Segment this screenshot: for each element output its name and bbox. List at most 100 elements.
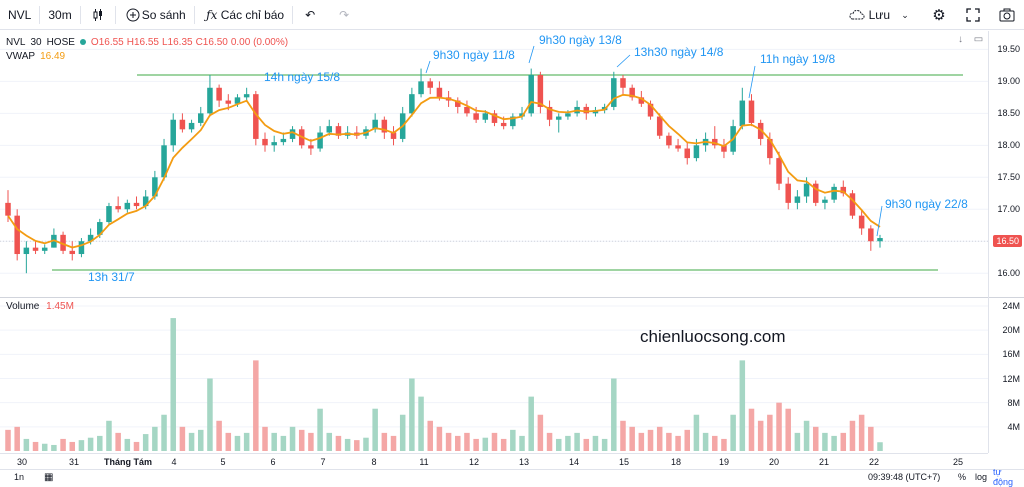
annotation-31-7[interactable]: 13h 31/7 (88, 270, 135, 284)
collapse-icon[interactable]: ▭ (973, 34, 984, 45)
candle-body (831, 186, 837, 200)
volume-bar (170, 318, 176, 451)
candle-body (198, 113, 204, 123)
time-axis-label: 18 (670, 457, 682, 467)
annotation-19-8[interactable]: 11h ngày 19/8 (760, 52, 836, 66)
volume-bar (97, 435, 103, 451)
volume-bar (785, 408, 791, 451)
arrow-down-icon[interactable]: ↓ (958, 34, 963, 45)
candle-body (317, 132, 323, 149)
volume-bar (491, 432, 498, 451)
interval-selector[interactable]: 30m (40, 0, 79, 30)
symbol-selector[interactable]: NVL (0, 0, 39, 30)
annotation-14-8[interactable]: 13h30 ngày 14/8 (634, 45, 724, 59)
candle-body (712, 138, 718, 146)
legend-vwap-row[interactable]: VWAP 16.49 (6, 49, 293, 63)
price-axis-label: 19.50 (997, 44, 1020, 55)
candle-body (161, 145, 167, 178)
volume-axis-label: 20M (1002, 325, 1020, 336)
candle-body (675, 145, 681, 149)
undo-button[interactable]: ↶ (293, 0, 327, 30)
candle-body (868, 228, 874, 242)
volume-bar (445, 432, 452, 451)
time-axis-label: 7 (320, 457, 326, 467)
price-axis-label: 19.00 (997, 76, 1020, 87)
chart-type-button[interactable] (81, 0, 115, 30)
volume-bar (23, 438, 30, 451)
volume-bar (381, 432, 388, 451)
screenshot-button[interactable] (990, 0, 1024, 30)
volume-bar (271, 432, 277, 451)
log-toggle[interactable]: log (975, 472, 988, 482)
annotation-13-8[interactable]: 9h30 ngày 13/8 (539, 33, 622, 47)
current-price-badge: 16.50 (993, 235, 1022, 248)
settings-button[interactable]: ⚙ (922, 0, 956, 30)
pane-divider[interactable] (0, 297, 1024, 298)
volume-bar (684, 429, 690, 451)
candle-body (106, 206, 112, 223)
pane-controls: ↓ ▭ (958, 34, 983, 45)
volume-bar (611, 378, 617, 451)
price-axis[interactable]: 19.50 19.00 18.50 18.00 17.50 17.00 16.50 16.00… (988, 31, 1024, 453)
annotation-pointer (425, 60, 431, 74)
volume-legend[interactable]: Volume 1.45M (6, 301, 74, 312)
candle-body (794, 196, 801, 203)
volume-bar (188, 432, 195, 451)
save-button[interactable]: Lưu ⌄ (840, 0, 922, 30)
annotation-15-8[interactable]: 14h ngày 15/8 (264, 70, 341, 84)
candle-body (629, 87, 635, 98)
volume-bar (574, 432, 580, 451)
time-axis-label: 8 (371, 457, 377, 467)
volume-bar (739, 360, 746, 451)
volume-axis-label: 4M (1007, 421, 1020, 432)
candle-body (546, 106, 553, 120)
cloud-icon (848, 6, 866, 24)
volume-bar (730, 414, 736, 451)
time-axis-label: 30 (16, 457, 28, 467)
price-chart[interactable] (0, 31, 988, 453)
time-axis-label: 12 (468, 457, 480, 467)
volume-bar (32, 441, 39, 451)
time-axis-label: 14 (568, 457, 580, 467)
volume-bar (555, 438, 562, 451)
price-axis-label: 18.00 (997, 140, 1020, 151)
auto-toggle[interactable]: tự động (993, 467, 1014, 487)
volume-bar (638, 432, 645, 451)
candle-body (280, 138, 287, 143)
volume-bar (583, 438, 590, 451)
indicators-label: Các chỉ báo (220, 7, 285, 22)
candle-body (271, 142, 277, 146)
candle-body (436, 87, 443, 98)
volume-bar (510, 429, 516, 451)
percent-toggle[interactable]: % (958, 472, 967, 482)
candle-body (877, 238, 883, 242)
indicators-button[interactable]: ƒx Các chỉ báo (195, 0, 292, 30)
candle-body (115, 206, 121, 210)
calendar-icon[interactable]: ▦ (44, 471, 54, 483)
candle-body (555, 116, 562, 120)
candle-body (97, 222, 103, 235)
volume-bar (326, 432, 333, 451)
candle-body (170, 119, 176, 146)
candle-body (620, 78, 626, 88)
volume-label: Volume (6, 301, 40, 312)
time-axis-label: 22 (868, 457, 880, 467)
volume-bar (868, 426, 874, 451)
annotation-11-8[interactable]: 9h30 ngày 11/8 (433, 48, 515, 62)
redo-icon: ↷ (339, 7, 350, 22)
candle-body (326, 126, 333, 133)
candle-body (41, 247, 48, 251)
fullscreen-button[interactable] (956, 0, 990, 30)
candle-body (390, 132, 397, 139)
range-button[interactable]: 1n (14, 472, 25, 482)
time-axis[interactable]: 30 31 Tháng Tám 4 5 6 7 8 11 12 13 14 15 18 19 20 21 22 25 (0, 453, 988, 469)
annotation-22-8[interactable]: 9h30 ngày 22/8 (885, 197, 968, 211)
plus-circle-icon (124, 6, 142, 24)
redo-button[interactable]: ↷ (327, 0, 361, 30)
compare-button[interactable]: So sánh (116, 0, 194, 30)
camera-icon (998, 6, 1016, 24)
volume-bar (179, 426, 186, 451)
volume-bar (858, 414, 865, 451)
candle-body (611, 78, 617, 107)
legend-high: H16.55 (126, 36, 159, 48)
